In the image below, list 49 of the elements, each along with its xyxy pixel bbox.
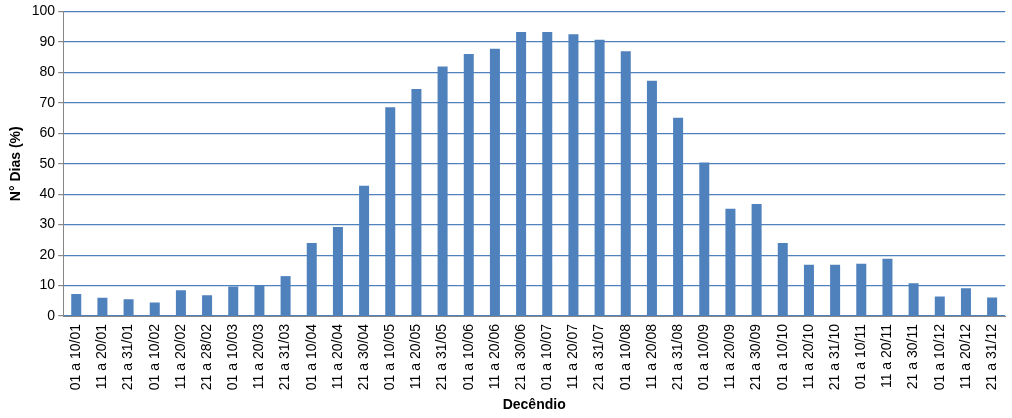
x-tick-label: 01 a 10/12	[930, 323, 947, 391]
x-tick-label: 11 a 20/10	[799, 323, 816, 390]
x-tick-label: 11 a 20/03	[250, 323, 267, 390]
y-tick-label: 90	[39, 32, 56, 49]
y-tick-label: 30	[39, 215, 56, 232]
x-tick-label: 01 a 10/07	[538, 323, 555, 391]
x-tick-label: 01 a 10/06	[459, 323, 476, 391]
x-axis-title: Decêndio	[502, 396, 566, 413]
x-tick-label: 11 a 20/12	[956, 323, 973, 390]
x-tick-label: 21 a 31/08	[668, 323, 685, 391]
x-tick-label: 01 a 10/02	[145, 323, 162, 391]
y-tick-label: 50	[39, 154, 56, 171]
x-tick-label: 01 a 10/03	[224, 323, 241, 391]
x-tick-label: 21 a 31/05	[433, 323, 450, 391]
x-tick-label: 21 a 30/11	[904, 323, 921, 390]
x-tick-label: 01 a 10/09	[695, 323, 712, 391]
x-tick-label: 11 a 20/04	[328, 323, 345, 390]
x-tick-label: 21 a 31/07	[590, 323, 607, 391]
x-tick-label: 01 a 10/04	[302, 323, 319, 391]
x-tick-label: 21 a 30/09	[747, 323, 764, 391]
x-tick-label: 11 a 20/02	[171, 323, 188, 390]
x-tick-label: 01 a 10/10	[773, 323, 790, 391]
x-tick-label: 11 a 20/11	[878, 323, 895, 389]
x-tick-label: 11 a 20/01	[93, 323, 110, 390]
x-tick-label: 11 a 20/08	[642, 323, 659, 390]
x-tick-label: 01 a 10/11	[852, 323, 869, 390]
x-tick-label: 01 a 10/01	[67, 323, 84, 391]
x-tick-label: 21 a 31/03	[276, 323, 293, 391]
x-tick-label: 21 a 28/02	[197, 323, 214, 391]
y-axis-title: N° Dias (%)	[7, 126, 24, 202]
y-tick-label: 20	[39, 245, 56, 262]
x-tick-label: 01 a 10/05	[381, 323, 398, 391]
x-tick-label: 21 a 31/01	[119, 323, 136, 391]
x-tick-label: 21 a 30/06	[511, 323, 528, 391]
y-tick-label: 100	[31, 2, 56, 19]
y-tick-label: 10	[39, 276, 56, 293]
x-tick-label: 11 a 20/05	[407, 323, 424, 390]
y-tick-label: 0	[47, 306, 56, 323]
y-tick-label: 60	[39, 124, 56, 141]
x-tick-label: 11 a 20/09	[721, 323, 738, 390]
x-tick-label: 21 a 31/12	[982, 323, 999, 391]
y-tick-label: 80	[39, 63, 56, 80]
x-tick-label: 11 a 20/07	[564, 323, 581, 390]
x-tick-label: 01 a 10/08	[616, 323, 633, 391]
x-tick-label: 21 a 30/04	[354, 323, 371, 391]
y-tick-label: 70	[39, 93, 56, 110]
y-tick-label: 40	[39, 185, 56, 202]
x-tick-label: 11 a 20/06	[485, 323, 502, 390]
x-tick-label: 21 a 31/10	[825, 323, 842, 391]
